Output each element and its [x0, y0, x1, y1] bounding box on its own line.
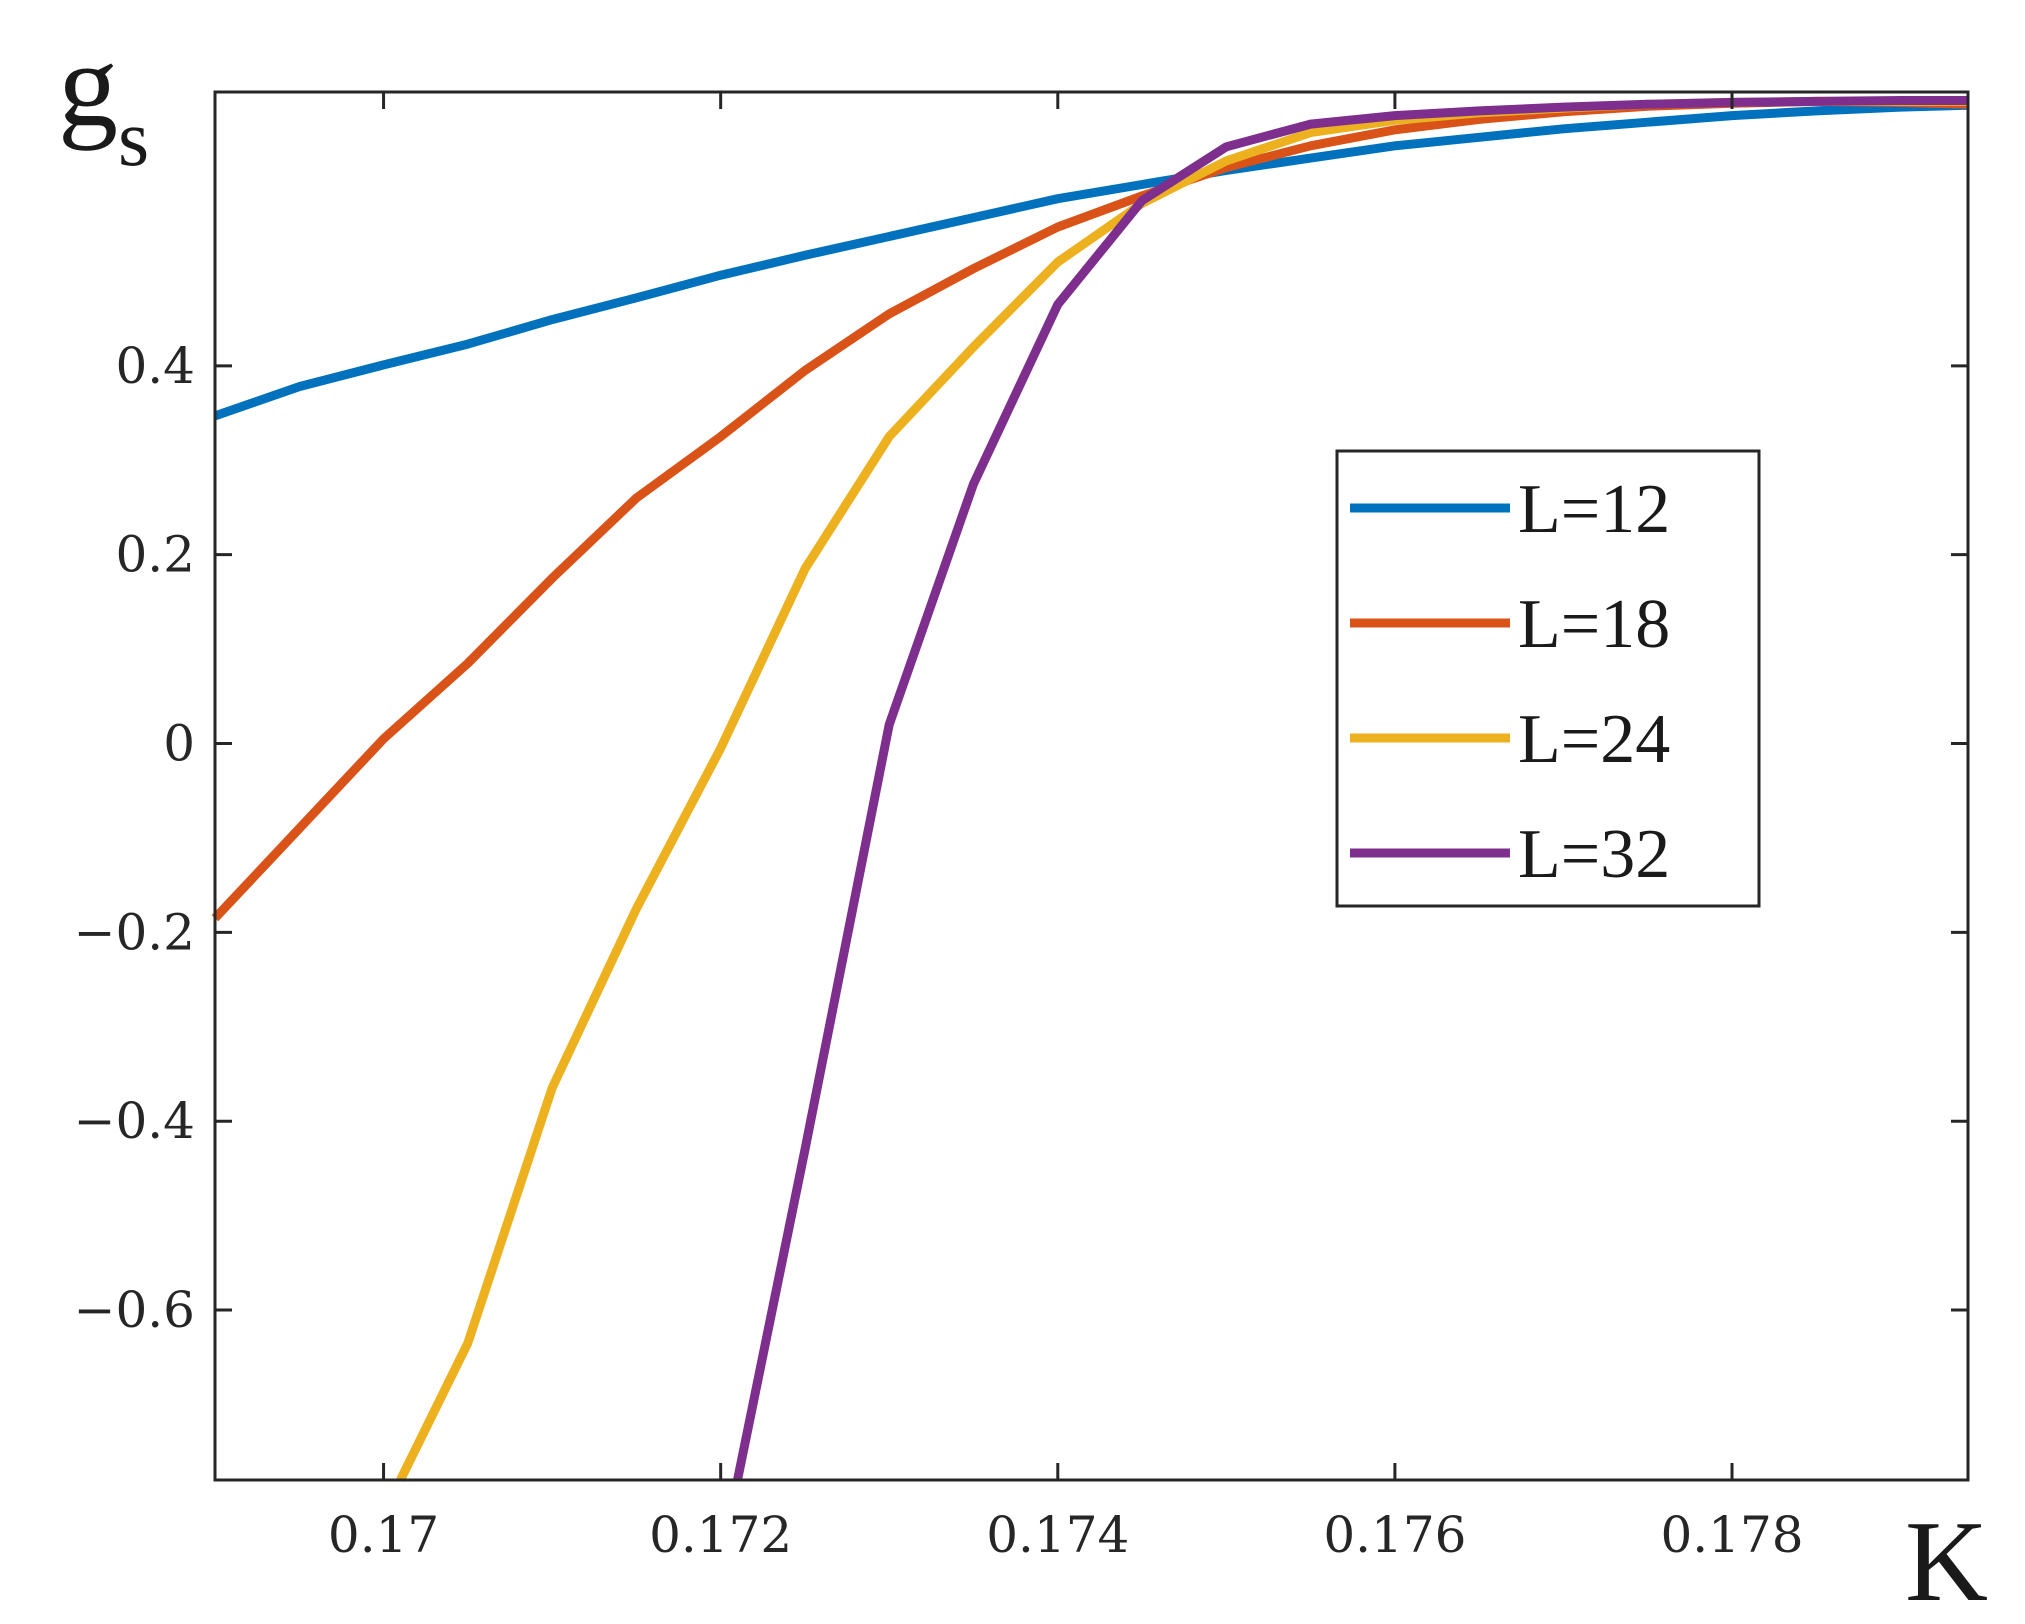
y-axis-title: gs — [58, 18, 149, 183]
y-axis-title-subscript: s — [118, 95, 149, 183]
y-tick-label: 0.4 — [115, 337, 195, 395]
legend: L=12 L=18 L=24 L=32 — [1335, 449, 1761, 908]
legend-label: L=32 — [1518, 816, 1670, 893]
series-line-l-12 — [213, 100, 1969, 421]
axes-box — [213, 90, 1970, 1482]
legend-box — [1335, 449, 1761, 908]
series-line-l-32 — [733, 96, 1968, 1481]
legend-label: L=18 — [1518, 586, 1670, 663]
x-tick-label: 0.174 — [986, 1506, 1129, 1564]
legend-items: L=12 L=18 L=24 L=32 — [1350, 471, 1670, 893]
y-tick-label: −0.6 — [74, 1281, 195, 1339]
y-tick-label: 0.2 — [115, 526, 195, 584]
y-tick-label: −0.4 — [74, 1092, 195, 1150]
y-tick-label: −0.2 — [74, 903, 195, 961]
x-tick-label: 0.172 — [649, 1506, 792, 1564]
y-axis-title-main: g — [58, 18, 118, 151]
x-tick-label: 0.178 — [1660, 1506, 1803, 1564]
legend-label: L=12 — [1518, 471, 1670, 548]
legend-label: L=24 — [1518, 701, 1670, 778]
x-axis-title: K — [1905, 1498, 1988, 1624]
x-tick-label: 0.17 — [328, 1506, 439, 1564]
series-layer — [211, 96, 1969, 1482]
y-tick-label: 0 — [163, 715, 195, 773]
x-tick-label: 0.176 — [1323, 1506, 1466, 1564]
ticks-layer: 0.17 0.172 0.174 0.176 0.178 −0.6 −0.4 −0.2 0 0.2… — [74, 92, 1968, 1564]
